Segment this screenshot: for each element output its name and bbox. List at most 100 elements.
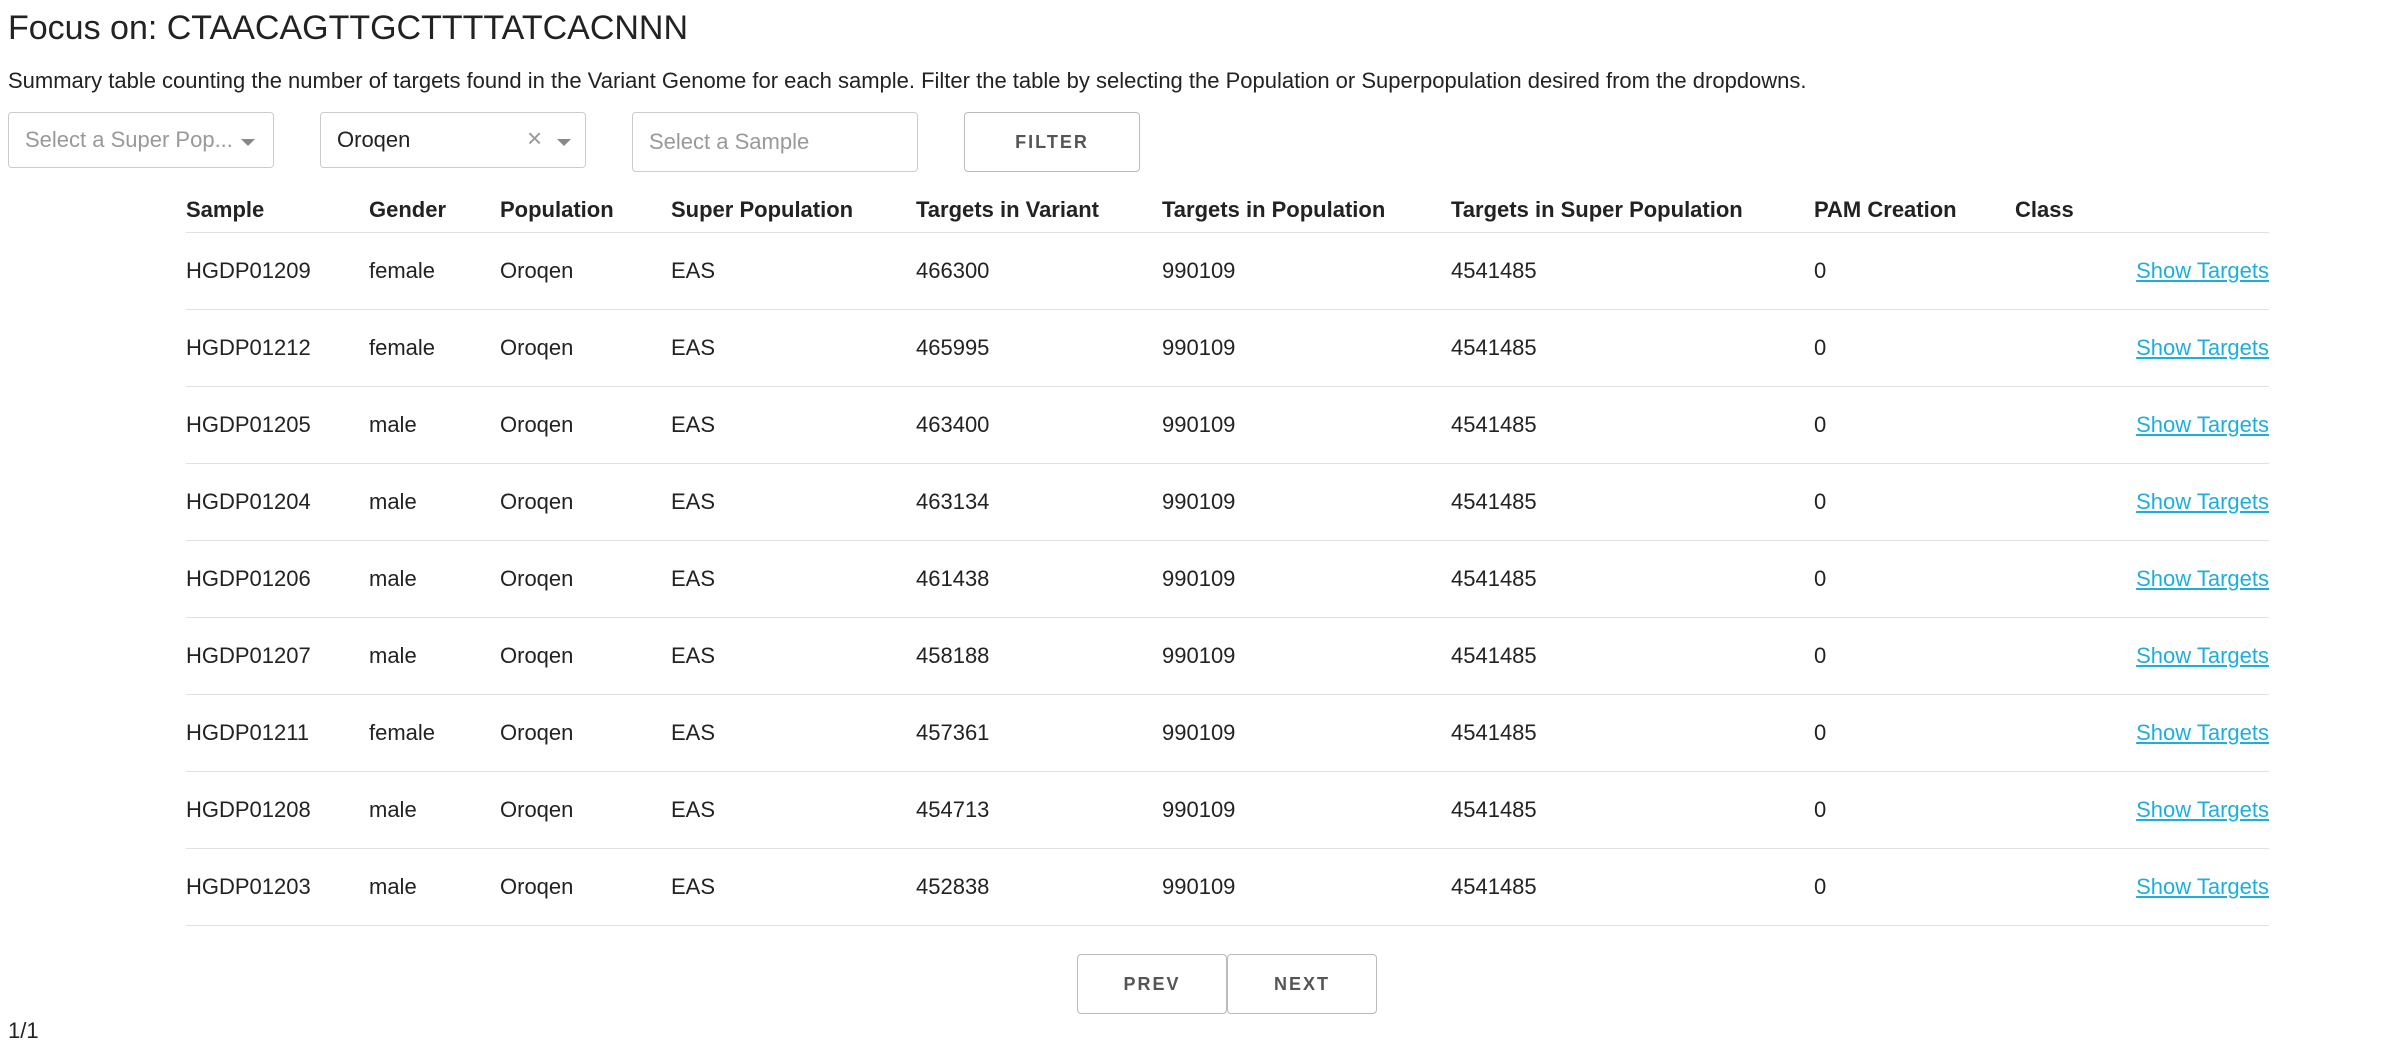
show-targets-link[interactable]: Show Targets: [2136, 258, 2269, 283]
cell-super-population: EAS: [671, 540, 916, 618]
cell-targets-super-population: 4541485: [1451, 309, 1814, 387]
cell-targets-super-population: 4541485: [1451, 463, 1814, 541]
cell-sample: HGDP01209: [186, 232, 369, 310]
show-targets-link[interactable]: Show Targets: [2136, 643, 2269, 668]
cell-class: Show Targets: [2015, 309, 2269, 387]
cell-gender: male: [369, 848, 500, 926]
cell-gender: male: [369, 617, 500, 695]
cell-pam-creation: 0: [1814, 694, 2015, 772]
population-select-value: Oroqen: [337, 127, 411, 152]
show-targets-link[interactable]: Show Targets: [2136, 720, 2269, 745]
cell-targets-super-population: 4541485: [1451, 617, 1814, 695]
cell-class: Show Targets: [2015, 540, 2269, 618]
sample-search-input[interactable]: [632, 112, 918, 172]
table-body: HGDP01209 female Oroqen EAS 466300 990109 4541…: [186, 232, 2269, 926]
cell-targets-variant: 458188: [916, 617, 1162, 695]
cell-population: Oroqen: [500, 540, 671, 618]
cell-class: Show Targets: [2015, 232, 2269, 310]
show-targets-link[interactable]: Show Targets: [2136, 874, 2269, 899]
cell-super-population: EAS: [671, 617, 916, 695]
cell-class: Show Targets: [2015, 771, 2269, 849]
cell-targets-population: 990109: [1162, 540, 1451, 618]
column-header-sample: Sample: [186, 188, 369, 233]
cell-sample: HGDP01203: [186, 848, 369, 926]
cell-population: Oroqen: [500, 232, 671, 310]
show-targets-link[interactable]: Show Targets: [2136, 412, 2269, 437]
table-row: HGDP01206 male Oroqen EAS 461438 990109 454148…: [186, 540, 2269, 618]
cell-targets-population: 990109: [1162, 386, 1451, 464]
cell-targets-super-population: 4541485: [1451, 694, 1814, 772]
cell-targets-variant: 457361: [916, 694, 1162, 772]
cell-targets-variant: 454713: [916, 771, 1162, 849]
cell-pam-creation: 0: [1814, 617, 2015, 695]
cell-targets-variant: 463134: [916, 463, 1162, 541]
cell-sample: HGDP01208: [186, 771, 369, 849]
column-header-targets-in-population: Targets in Population: [1162, 188, 1451, 233]
table-row: HGDP01211 female Oroqen EAS 457361 990109 4541…: [186, 694, 2269, 772]
cell-sample: HGDP01212: [186, 309, 369, 387]
cell-pam-creation: 0: [1814, 232, 2015, 310]
cell-population: Oroqen: [500, 694, 671, 772]
cell-gender: male: [369, 386, 500, 464]
cell-targets-population: 990109: [1162, 848, 1451, 926]
show-targets-link[interactable]: Show Targets: [2136, 797, 2269, 822]
table-row: HGDP01209 female Oroqen EAS 466300 990109 4541…: [186, 232, 2269, 310]
cell-gender: male: [369, 463, 500, 541]
cell-sample: HGDP01204: [186, 463, 369, 541]
cell-targets-population: 990109: [1162, 463, 1451, 541]
cell-pam-creation: 0: [1814, 463, 2015, 541]
cell-pam-creation: 0: [1814, 540, 2015, 618]
column-header-population: Population: [500, 188, 671, 233]
show-targets-link[interactable]: Show Targets: [2136, 335, 2269, 360]
cell-targets-super-population: 4541485: [1451, 771, 1814, 849]
filter-button[interactable]: FILTER: [964, 112, 1140, 172]
cell-super-population: EAS: [671, 386, 916, 464]
summary-table: Sample Gender Population Super Population Ta…: [186, 188, 2269, 926]
super-population-select[interactable]: Select a Super Pop...: [8, 112, 274, 168]
cell-targets-super-population: 4541485: [1451, 540, 1814, 618]
cell-population: Oroqen: [500, 309, 671, 387]
cell-class: Show Targets: [2015, 848, 2269, 926]
cell-super-population: EAS: [671, 771, 916, 849]
cell-targets-super-population: 4541485: [1451, 848, 1814, 926]
show-targets-link[interactable]: Show Targets: [2136, 566, 2269, 591]
close-icon[interactable]: ×: [527, 123, 543, 153]
cell-super-population: EAS: [671, 232, 916, 310]
cell-pam-creation: 0: [1814, 386, 2015, 464]
chevron-down-icon[interactable]: [241, 139, 255, 146]
column-header-class: Class: [2015, 188, 2269, 233]
prev-button[interactable]: PREV: [1077, 954, 1227, 1014]
population-select[interactable]: Oroqen ×: [320, 112, 586, 168]
cell-targets-population: 990109: [1162, 694, 1451, 772]
show-targets-link[interactable]: Show Targets: [2136, 489, 2269, 514]
cell-targets-population: 990109: [1162, 309, 1451, 387]
cell-super-population: EAS: [671, 463, 916, 541]
page-title: Focus on: CTAACAGTTGCTTTTATCACNNN: [8, 9, 689, 47]
table-row: HGDP01207 male Oroqen EAS 458188 990109 454148…: [186, 617, 2269, 695]
cell-targets-variant: 466300: [916, 232, 1162, 310]
cell-targets-variant: 452838: [916, 848, 1162, 926]
column-header-super-population: Super Population: [671, 188, 916, 233]
table-row: HGDP01205 male Oroqen EAS 463400 990109 454148…: [186, 386, 2269, 464]
cell-super-population: EAS: [671, 848, 916, 926]
table-header-row: Sample Gender Population Super Population Ta…: [186, 188, 2269, 233]
cell-population: Oroqen: [500, 617, 671, 695]
cell-targets-population: 990109: [1162, 617, 1451, 695]
cell-population: Oroqen: [500, 771, 671, 849]
cell-targets-variant: 463400: [916, 386, 1162, 464]
page-description: Summary table counting the number of tar…: [8, 68, 1807, 93]
cell-gender: male: [369, 540, 500, 618]
column-header-targets-in-variant: Targets in Variant: [916, 188, 1162, 233]
column-header-gender: Gender: [369, 188, 500, 233]
cell-targets-population: 990109: [1162, 771, 1451, 849]
cell-population: Oroqen: [500, 848, 671, 926]
cell-population: Oroqen: [500, 386, 671, 464]
next-button[interactable]: NEXT: [1227, 954, 1377, 1014]
cell-sample: HGDP01205: [186, 386, 369, 464]
cell-sample: HGDP01211: [186, 694, 369, 772]
cell-gender: female: [369, 309, 500, 387]
chevron-down-icon[interactable]: [557, 139, 571, 146]
cell-class: Show Targets: [2015, 617, 2269, 695]
cell-pam-creation: 0: [1814, 771, 2015, 849]
